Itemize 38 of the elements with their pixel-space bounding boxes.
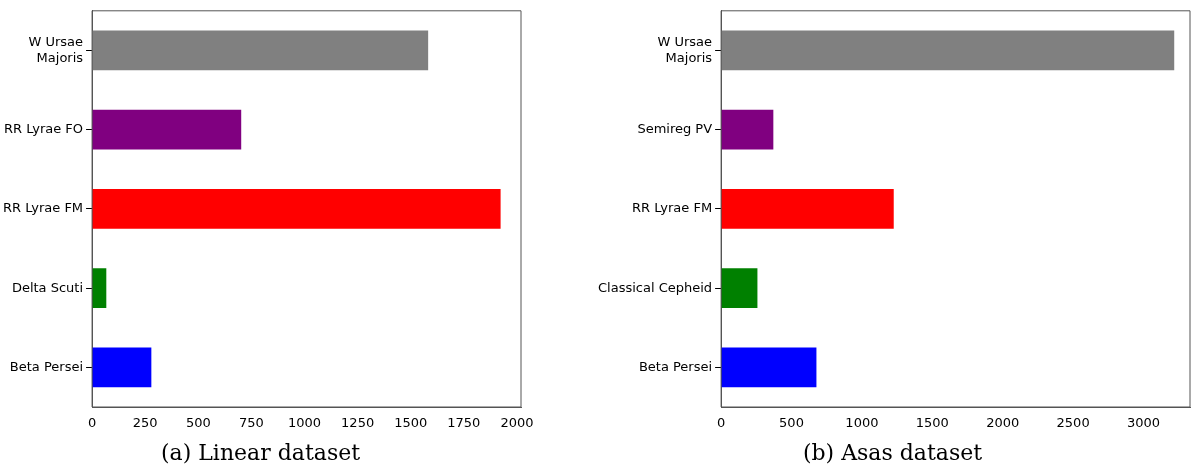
y-tick-label: Delta Scuti <box>11 279 84 295</box>
bar <box>721 189 894 229</box>
y-tick-label: Semireg PV <box>637 121 713 137</box>
text: (a) Linear dataset <box>160 439 361 465</box>
x-tick-label: 1000 <box>287 415 322 431</box>
bar <box>92 30 429 71</box>
x-tick-label: 2000 <box>986 415 1020 431</box>
x-tick-label: 500 <box>185 415 211 431</box>
x-tick-label: 750 <box>238 415 264 431</box>
bar <box>92 109 242 150</box>
bar <box>92 268 107 308</box>
x-tick-label: 500 <box>779 415 804 431</box>
x-tick-label: 0 <box>716 415 726 431</box>
bar <box>92 189 501 229</box>
y-tick-label: RR Lyrae FM <box>3 200 84 216</box>
x-tick-label: 1750 <box>447 415 481 431</box>
x-tick-label: 3000 <box>1126 415 1161 431</box>
y-tick-label: W Ursae Majoris <box>657 33 713 65</box>
x-tick-label: 1000 <box>845 415 879 431</box>
bar <box>721 347 817 388</box>
x-tick-label: 1500 <box>394 415 428 431</box>
y-tick-label: Beta Persei <box>638 358 713 374</box>
x-tick-label: 2000 <box>500 415 534 431</box>
bar <box>721 109 774 150</box>
bar <box>721 268 758 308</box>
text: (b) Asas dataset <box>802 439 983 465</box>
y-tick-label: W Ursae Majoris <box>28 33 84 65</box>
bar <box>92 347 152 388</box>
y-tick-label: Beta Persei <box>9 358 84 374</box>
y-tick-label: RR Lyrae FO <box>3 121 84 137</box>
x-tick-label: 1250 <box>341 415 375 431</box>
y-tick-label: Classical Cepheid <box>597 279 713 295</box>
x-tick-label: 1500 <box>915 415 949 431</box>
x-tick-label: 2500 <box>1056 415 1090 431</box>
y-tick-label: RR Lyrae FM <box>632 200 713 216</box>
bar <box>721 30 1175 71</box>
x-tick-label: 250 <box>132 415 158 431</box>
x-tick-label: 0 <box>87 415 97 431</box>
